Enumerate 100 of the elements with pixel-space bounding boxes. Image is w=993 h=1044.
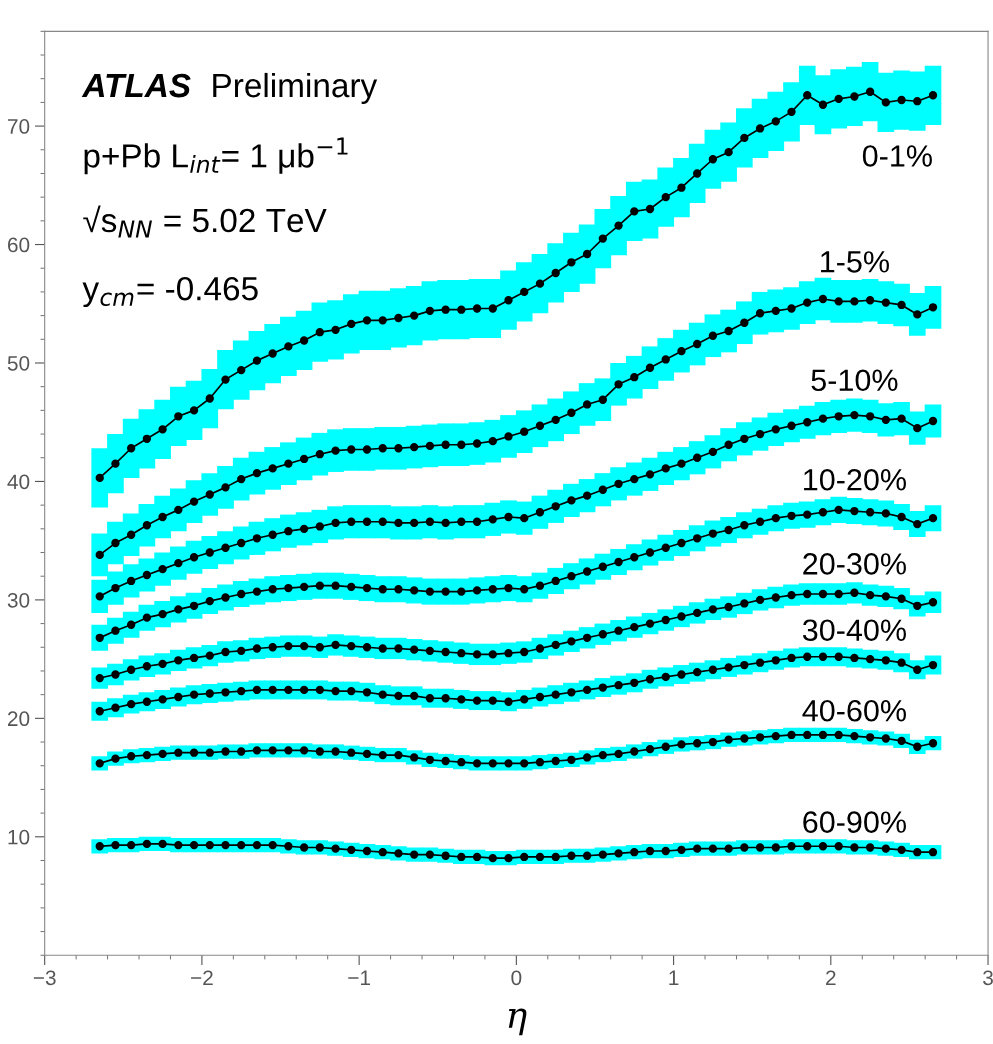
point: [205, 394, 214, 403]
point: [850, 843, 859, 852]
annotation: y$_{cm}$= -0.465: [82, 276, 258, 308]
point: [645, 548, 655, 557]
point: [535, 279, 545, 288]
point: [645, 675, 655, 684]
point: [488, 585, 497, 594]
point: [881, 298, 891, 307]
point: [347, 517, 356, 526]
point: [425, 441, 435, 451]
x-axis-title: η: [508, 1008, 527, 1036]
point: [677, 670, 686, 679]
point: [268, 643, 277, 652]
point: [315, 685, 324, 695]
point: [551, 690, 560, 699]
point: [708, 447, 718, 456]
point: [897, 300, 906, 310]
point: [472, 696, 482, 705]
point: [928, 416, 938, 426]
point: [567, 755, 576, 764]
point: [347, 845, 356, 854]
point: [237, 686, 246, 696]
point: [803, 652, 812, 661]
point: [126, 665, 136, 674]
point: [315, 522, 324, 531]
point: [158, 564, 167, 574]
point: [299, 685, 309, 695]
point: [425, 587, 435, 596]
point: [834, 652, 843, 661]
point: [142, 662, 152, 671]
point: [299, 524, 309, 533]
point: [850, 410, 859, 420]
point: [221, 840, 230, 850]
point: [582, 567, 592, 576]
point: [834, 589, 843, 599]
point: [488, 759, 497, 768]
point: [268, 585, 277, 594]
series-label: 5-10%: [811, 369, 898, 392]
point: [881, 98, 891, 107]
point: [567, 572, 576, 581]
point: [394, 750, 403, 760]
point: [865, 654, 875, 664]
point: [535, 508, 545, 517]
point: [441, 440, 450, 449]
point: [299, 336, 309, 345]
point: [598, 562, 607, 571]
point: [535, 758, 545, 767]
point: [645, 846, 655, 856]
point: [394, 585, 403, 594]
point: [661, 846, 670, 856]
point: [205, 689, 214, 698]
point: [488, 696, 497, 705]
point: [488, 515, 497, 524]
point: [897, 658, 906, 667]
point: [913, 97, 922, 106]
point: [771, 656, 780, 665]
point: [755, 658, 765, 667]
point: [331, 844, 340, 853]
point: [142, 570, 152, 580]
point: [284, 842, 293, 851]
point: [299, 843, 309, 852]
point: [299, 641, 309, 651]
point: [410, 518, 419, 528]
point: [95, 707, 104, 716]
point: [378, 848, 387, 857]
point: [394, 644, 403, 653]
point: [284, 527, 293, 536]
point: [693, 667, 702, 677]
point: [755, 429, 765, 439]
series-label: 0-1%: [862, 145, 932, 167]
point: [677, 845, 686, 854]
point: [535, 852, 545, 862]
point: [95, 592, 104, 601]
point: [913, 423, 922, 433]
point: [661, 742, 670, 751]
point: [582, 491, 592, 500]
point: [771, 306, 780, 316]
point: [787, 842, 796, 851]
point: [205, 548, 214, 557]
point: [252, 746, 262, 755]
point: [850, 588, 859, 597]
point: [614, 749, 623, 759]
point: [441, 587, 450, 596]
point: [535, 644, 545, 653]
point: [299, 746, 309, 755]
point: [315, 581, 324, 590]
point: [378, 316, 387, 325]
point: [394, 849, 403, 858]
point: [378, 444, 387, 453]
point: [111, 703, 120, 712]
point: [787, 590, 796, 600]
point: [740, 318, 749, 327]
point: [237, 646, 246, 655]
point: [771, 514, 780, 523]
point: [834, 842, 843, 851]
point: [708, 737, 718, 747]
point: [111, 459, 120, 468]
point: [630, 622, 639, 632]
point: [126, 699, 136, 709]
point: [834, 297, 843, 306]
